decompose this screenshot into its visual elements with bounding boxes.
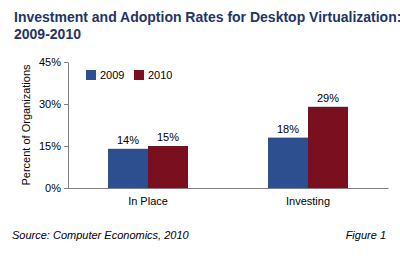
- tick-mark: [64, 188, 68, 189]
- source-note: Source: Computer Economics, 2010: [12, 229, 190, 241]
- figure-label: Figure 1: [346, 229, 386, 241]
- tick-label: Investing: [286, 195, 330, 207]
- legend-swatch: [134, 70, 144, 80]
- y-axis: 0% 15% 30% 45%: [39, 56, 69, 194]
- bars: [108, 107, 348, 188]
- tick-label: 0%: [45, 182, 61, 194]
- data-labels: 14% 18% 15% 29%: [117, 92, 339, 146]
- tick-mark: [64, 62, 68, 63]
- tick-mark: [64, 104, 68, 105]
- bar: [268, 138, 308, 188]
- legend-label: 2009: [100, 69, 124, 81]
- legend-swatch: [86, 70, 96, 80]
- bar: [108, 149, 148, 188]
- chart: Investment and Adoption Rates for Deskto…: [0, 0, 400, 257]
- x-axis: In Place Investing: [69, 188, 389, 207]
- tick-label: In Place: [128, 195, 168, 207]
- axis-line: [69, 188, 389, 189]
- bar: [308, 107, 348, 188]
- tick: Investing: [286, 188, 330, 207]
- tick: 30%: [39, 98, 68, 110]
- title-line: Investment and Adoption Rates for Deskto…: [14, 9, 400, 25]
- tick-label: 45%: [39, 56, 61, 68]
- tick: 45%: [39, 56, 68, 68]
- tick: 15%: [39, 140, 68, 152]
- data-label: 18%: [277, 123, 299, 135]
- data-label: 29%: [317, 92, 339, 104]
- tick-label: 15%: [39, 140, 61, 152]
- data-label: 14%: [117, 134, 139, 146]
- tick-mark: [64, 146, 68, 147]
- tick-label: 30%: [39, 98, 61, 110]
- legend: 2009 2010: [86, 69, 172, 81]
- tick: 0%: [45, 182, 68, 194]
- title-line: 2009-2010: [14, 26, 81, 42]
- y-axis-title: Percent of Organizations: [20, 64, 32, 186]
- bar: [148, 146, 188, 188]
- data-label: 15%: [157, 131, 179, 143]
- axis-line: [68, 63, 69, 189]
- legend-label: 2010: [148, 69, 172, 81]
- tick: In Place: [128, 188, 168, 207]
- title: Investment and Adoption Rates for Deskto…: [14, 9, 400, 42]
